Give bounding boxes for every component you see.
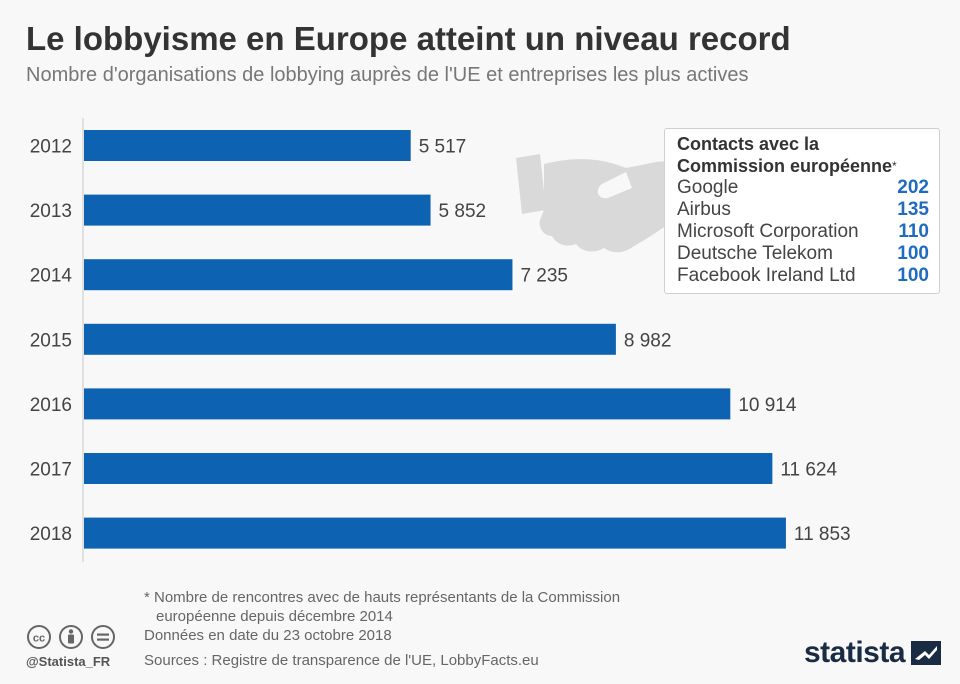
category-label: 2013 <box>30 201 72 222</box>
bar <box>84 517 786 549</box>
date-note: Données en date du 23 octobre 2018 <box>144 627 392 644</box>
category-label: 2014 <box>30 266 73 287</box>
bar <box>84 453 773 484</box>
footnote: * Nombre de rencontres avec de hauts rep… <box>144 588 620 645</box>
contact-row: Microsoft Corporation 110 <box>677 221 929 243</box>
bar <box>84 130 411 161</box>
value-label: 5 517 <box>419 137 467 158</box>
sources: Sources : Registre de transparence de l'… <box>144 652 539 669</box>
footnote-line2: européenne depuis décembre 2014 <box>156 608 393 625</box>
contacts-title-star: * <box>892 159 897 173</box>
bar <box>84 388 731 420</box>
brand[interactable]: statista <box>804 636 942 670</box>
svg-text:cc: cc <box>33 633 45 645</box>
statista-logo-icon <box>911 641 942 665</box>
value-label: 8 982 <box>624 330 672 351</box>
contact-value: 110 <box>898 221 929 242</box>
contact-row: Facebook Ireland Ltd 100 <box>677 265 929 287</box>
contacts-title-line2: Commission européenne <box>677 156 893 176</box>
contact-value: 202 <box>897 177 929 198</box>
contacts-title: Contacts avec la Commission européenne* <box>677 133 929 177</box>
by-icon[interactable] <box>59 625 83 649</box>
contacts-title-line1: Contacts avec la <box>677 134 820 154</box>
category-label: 2012 <box>30 137 72 158</box>
footnote-line1: * Nombre de rencontres avec de hauts rep… <box>144 589 621 606</box>
bar <box>84 323 616 355</box>
value-label: 5 852 <box>439 201 487 222</box>
contact-value: 100 <box>897 265 929 286</box>
contact-value: 135 <box>897 199 929 220</box>
contact-name: Microsoft Corporation <box>677 221 859 242</box>
category-label: 2017 <box>30 460 72 481</box>
contacts-box: Contacts avec la Commission européenne* … <box>664 128 940 294</box>
category-label: 2016 <box>30 395 72 416</box>
brand-name: statista <box>804 636 906 669</box>
value-label: 11 624 <box>780 460 837 481</box>
equals-icon[interactable] <box>91 625 115 649</box>
value-label: 10 914 <box>738 395 797 416</box>
contact-name: Airbus <box>677 199 731 220</box>
contact-row: Deutsche Telekom 100 <box>677 243 929 265</box>
contact-row: Google 202 <box>677 177 929 199</box>
value-label: 11 853 <box>794 524 851 545</box>
chart-title: Le lobbyisme en Europe atteint un niveau… <box>26 20 791 57</box>
bars-layer: 2012 5 517 2013 5 852 2014 7 235 2015 8 982 2016… <box>30 130 851 549</box>
handshake-icon <box>516 154 720 253</box>
bar <box>84 259 513 291</box>
contact-name: Google <box>677 177 739 198</box>
contact-value: 100 <box>897 243 929 264</box>
contact-row: Airbus 135 <box>677 199 929 221</box>
social-handle[interactable]: @Statista_FR <box>26 654 111 669</box>
cc-icon[interactable]: cc <box>27 625 51 649</box>
license-icons: cc <box>27 625 115 649</box>
bar <box>84 194 431 226</box>
contact-name: Deutsche Telekom <box>677 243 833 264</box>
category-label: 2018 <box>30 524 72 545</box>
chart-subtitle: Nombre d'organisations de lobbying auprè… <box>26 64 749 86</box>
contact-name: Facebook Ireland Ltd <box>677 265 856 286</box>
category-label: 2015 <box>30 330 72 351</box>
value-label: 7 235 <box>520 266 568 287</box>
